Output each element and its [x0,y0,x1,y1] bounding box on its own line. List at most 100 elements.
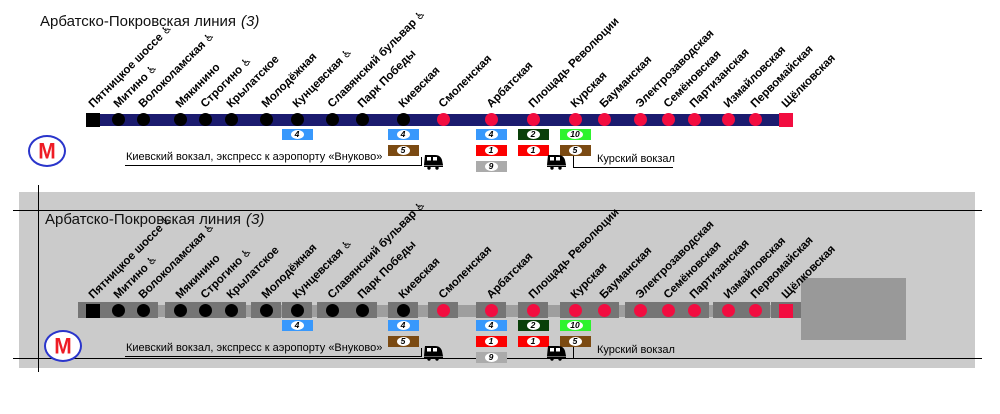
station-marker [748,113,762,126]
station-marker [687,113,701,126]
transfer-badge-line-10: 10 [559,320,591,331]
station-marker [173,113,187,126]
station-marker [436,113,450,126]
station-marker [687,304,701,317]
train-icon [547,345,567,361]
note-kursky-underline [573,358,673,359]
transfer-badge-line-1: 1 [475,145,507,156]
station-marker [568,113,582,126]
note-kievsky-vokzal: Киевский вокзал, экспресс к аэропорту «В… [126,342,382,354]
station-marker [136,113,150,126]
note-kursky-text: Курский вокзал [597,344,675,356]
transfer-line-number: 1 [526,337,540,346]
station-marker [721,304,735,317]
moscow-metro-logo: М [44,330,82,362]
station-marker [661,113,675,126]
station-marker [526,113,540,126]
moscow-metro-logo: М [28,135,66,167]
transfer-badge-line-4: 4 [281,320,313,331]
station-marker [748,304,762,317]
transfer-line-number: 1 [526,146,540,155]
diagram-gray-variant: Арбатско-Покровская линия (3) Пятницкое ш… [0,185,1000,414]
station-marker [224,113,238,126]
station-marker [484,304,498,317]
note-kievsky-connector [421,157,422,165]
note-kievsky-text: Киевский вокзал, экспресс к аэропорту «В… [126,342,383,354]
station-marker [633,304,647,317]
transfer-badge-line-1: 1 [517,336,549,347]
transfer-line-number: 9 [484,353,498,362]
station-marker [721,113,735,126]
train-icon [547,154,567,170]
station-marker [325,304,339,317]
transfer-badge-line-4: 4 [475,129,507,140]
transfer-line-number: 4 [484,321,498,330]
station-marker [173,304,187,317]
note-kievsky-underline [125,356,422,357]
transfer-badge-line-5: 5 [559,336,591,347]
transfer-badge-line-2: 2 [517,320,549,331]
note-kursky-text: Курский вокзал [597,153,675,165]
transfer-line-number: 5 [568,146,582,155]
transfer-badge-line-9: 9 [475,352,507,363]
note-kursky-vokzal: Курский вокзал [597,344,675,356]
transfer-badge-line-10: 10 [559,129,591,140]
station-marker [325,113,339,126]
line-number: (3) [241,13,260,30]
transfer-line-number: 5 [396,337,410,346]
station-marker [436,304,450,317]
line-title-text: Арбатско-Покровская линия [45,211,241,228]
station-marker [224,304,238,317]
gray-placeholder-box [801,278,906,340]
note-kievsky-connector [421,348,422,356]
transfer-line-number: 4 [396,321,410,330]
transfer-line-number: 10 [567,321,583,330]
station-marker [568,304,582,317]
station-marker [661,304,675,317]
station-marker [198,113,212,126]
station-marker [86,113,100,127]
station-marker [111,304,125,317]
transfer-line-number: 10 [567,130,583,139]
station-marker [355,113,369,126]
transfer-badge-line-2: 2 [517,129,549,140]
station-marker [290,113,304,126]
station-marker [597,113,611,126]
station-marker [779,304,793,318]
station-marker [198,304,212,317]
station-marker [633,113,647,126]
metro-logo-letter: М [54,333,72,359]
transfer-badge-line-1: 1 [517,145,549,156]
metro-logo-letter: М [38,138,56,164]
transfer-line-number: 4 [290,130,304,139]
transfer-badge-line-5: 5 [387,336,419,347]
station-marker [259,113,273,126]
line-title: Арбатско-Покровская линия (3) [40,13,259,30]
note-kievsky-underline [125,165,422,166]
line-number: (3) [246,211,265,228]
transfer-line-number: 5 [396,146,410,155]
train-icon [424,345,444,361]
note-kievsky-vokzal: Киевский вокзал, экспресс к аэропорту «В… [126,151,382,163]
station-marker [396,113,410,126]
transfer-badge-line-4: 4 [475,320,507,331]
transfer-line-number: 1 [484,337,498,346]
transfer-line-number: 1 [484,146,498,155]
station-marker [290,304,304,317]
station-marker [259,304,273,317]
transfer-line-number: 2 [526,130,540,139]
transfer-badge-line-4: 4 [281,129,313,140]
note-kursky-vokzal: Курский вокзал [597,153,675,165]
transfer-badge-line-4: 4 [387,129,419,140]
station-marker [136,304,150,317]
note-kursky-connector [573,347,574,358]
transfer-line-number: 4 [484,130,498,139]
station-marker [597,304,611,317]
transfer-badge-line-5: 5 [387,145,419,156]
line-title: Арбатско-Покровская линия (3) [45,211,264,228]
station-marker [355,304,369,317]
transfer-line-number: 2 [526,321,540,330]
note-kursky-connector [573,156,574,167]
transfer-badge-line-9: 9 [475,161,507,172]
